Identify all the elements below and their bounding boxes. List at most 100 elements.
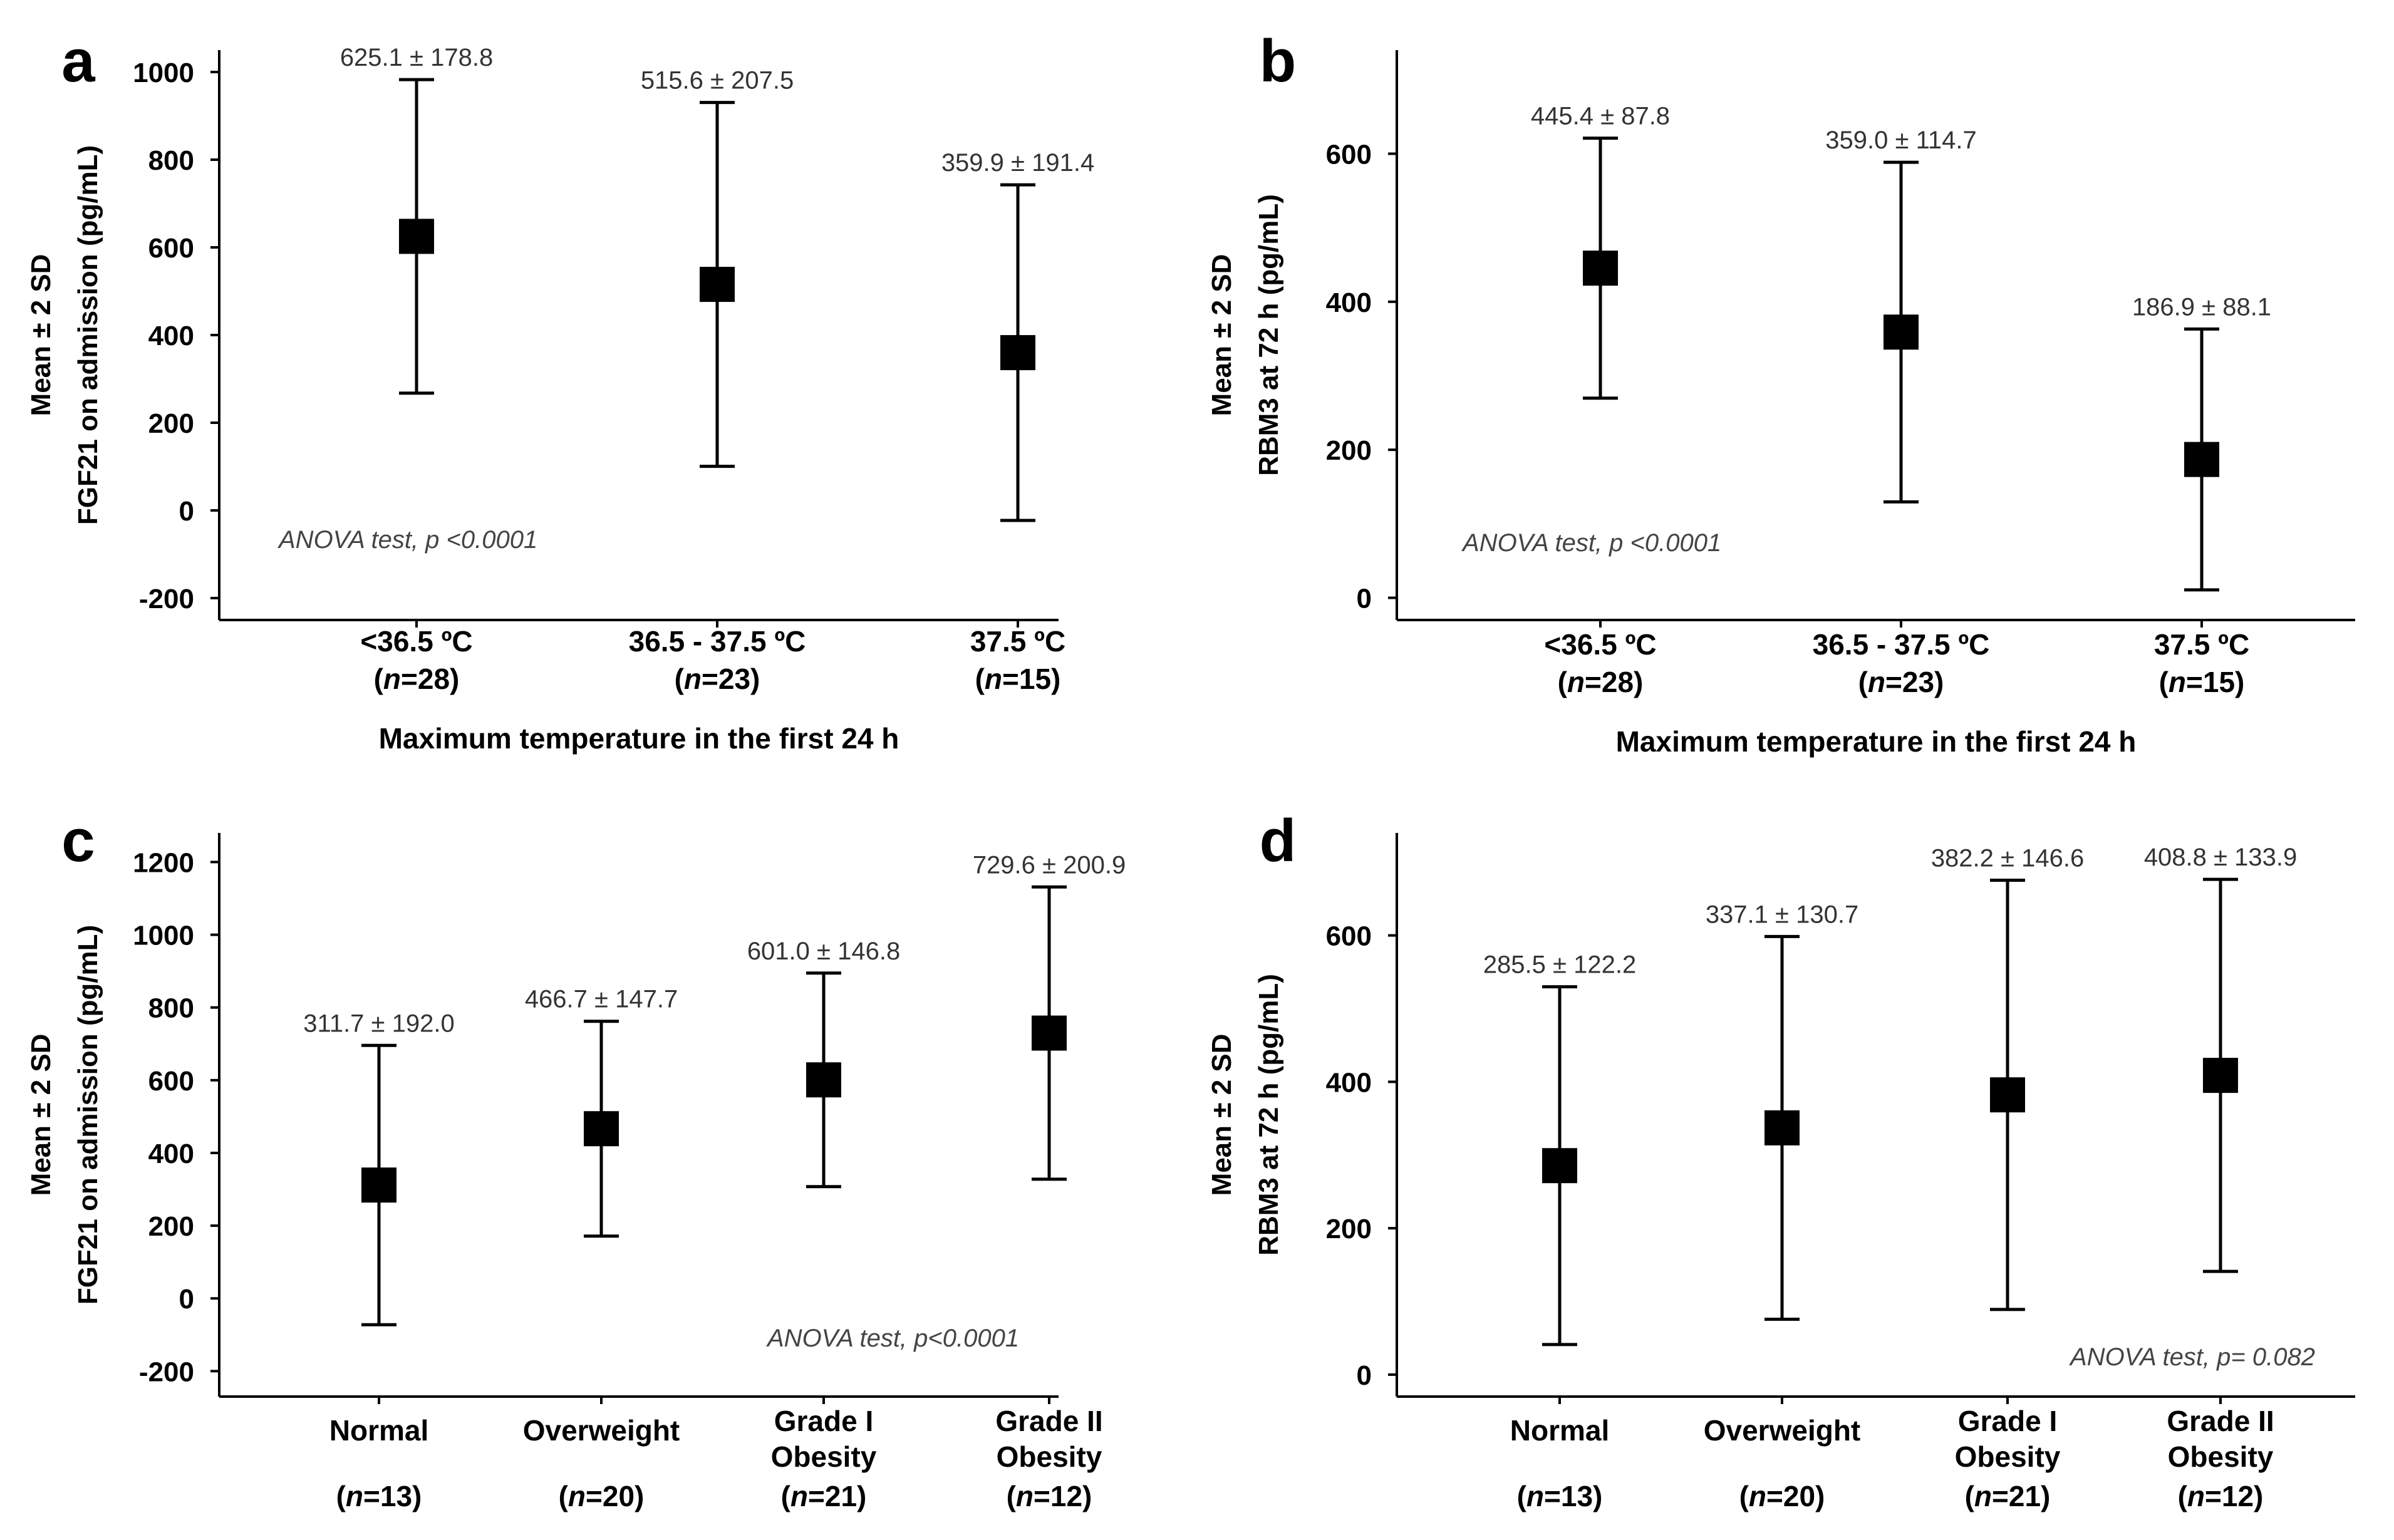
y-axis-label: Mean ± 2 SD bbox=[1206, 254, 1237, 416]
data-label: 186.9 ± 88.1 bbox=[2132, 293, 2271, 321]
mean-marker bbox=[1032, 1015, 1067, 1051]
mean-marker bbox=[700, 267, 735, 302]
y-tick-label: 800 bbox=[148, 993, 194, 1024]
x-category-label: 37.5 ºC bbox=[2154, 628, 2249, 661]
x-category-label: Grade II bbox=[2167, 1405, 2274, 1437]
panel-letter: d bbox=[1260, 807, 1297, 874]
data-label: 625.1 ± 178.8 bbox=[340, 44, 493, 71]
x-category-label: Normal bbox=[329, 1414, 428, 1447]
x-category-n: (n=21) bbox=[781, 1480, 867, 1512]
x-category-n: (n=20) bbox=[1739, 1480, 1825, 1512]
y-tick-label: 600 bbox=[148, 1066, 194, 1097]
mean-marker bbox=[806, 1062, 841, 1098]
x-category-n: (n=23) bbox=[1858, 666, 1944, 698]
x-category-label-line2: Obesity bbox=[2168, 1440, 2274, 1473]
panel-letter: a bbox=[61, 28, 95, 95]
mean-marker bbox=[584, 1111, 619, 1147]
y-tick-label: 600 bbox=[1326, 921, 1372, 952]
x-category-n: (n=28) bbox=[1558, 666, 1644, 698]
x-category-label: Overweight bbox=[1704, 1414, 1861, 1447]
y-tick-label: 400 bbox=[1326, 1067, 1372, 1098]
y-axis-label: RBM3 at 72 h (pg/mL) bbox=[1253, 974, 1284, 1256]
x-category-label: Grade I bbox=[1958, 1405, 2058, 1437]
mean-marker bbox=[361, 1167, 396, 1203]
data-label: 359.9 ± 191.4 bbox=[941, 149, 1094, 177]
y-tick-label: 0 bbox=[1357, 1360, 1372, 1391]
panel-c: c -200 0 200 400 600 800 1000 1200 Mean ± 2 SD FGF… bbox=[26, 807, 1126, 1512]
data-label: 408.8 ± 133.9 bbox=[2144, 844, 2297, 871]
y-tick-label: 200 bbox=[148, 1211, 194, 1242]
y-tick-label: 800 bbox=[148, 145, 194, 176]
x-axis-label: Maximum temperature in the first 24 h bbox=[1616, 725, 2137, 758]
x-category-label: <36.5 ºC bbox=[1544, 628, 1656, 661]
y-tick-label: 1200 bbox=[133, 847, 194, 878]
x-category-n: (n=13) bbox=[1517, 1480, 1603, 1512]
y-tick-label: 1000 bbox=[133, 921, 194, 951]
panel-d: d 0 200 400 600 Mean ± 2 SD RBM3 at 72 h (pg/m… bbox=[1206, 807, 2355, 1512]
mean-marker bbox=[1583, 251, 1618, 286]
y-tick-label: -200 bbox=[139, 1357, 194, 1387]
mean-marker bbox=[1764, 1110, 1800, 1145]
panel-a: a -200 0 200 400 600 800 1000 Mean ± 2 SD FGF21 o… bbox=[26, 28, 1094, 755]
anova-annotation: ANOVA test, p= 0.082 bbox=[2069, 1343, 2315, 1371]
mean-marker bbox=[1990, 1077, 2025, 1113]
y-tick-label: 1000 bbox=[133, 58, 194, 88]
y-axis-label: FGF21 on admission (pg/mL) bbox=[73, 145, 103, 525]
data-label: 515.6 ± 207.5 bbox=[641, 67, 794, 95]
anova-annotation: ANOVA test, p<0.0001 bbox=[766, 1325, 1019, 1352]
x-category-label: 36.5 - 37.5 ºC bbox=[629, 625, 806, 658]
x-category-label: Overweight bbox=[523, 1414, 680, 1447]
x-category-label: Normal bbox=[1510, 1414, 1609, 1447]
y-tick-label: 400 bbox=[148, 1139, 194, 1169]
x-category-label-line2: Obesity bbox=[1955, 1440, 2061, 1473]
x-category-n: (n=12) bbox=[1007, 1480, 1092, 1512]
panel-b: b 0 200 400 600 Mean ± 2 SD RBM3 at 72 h (pg/m… bbox=[1206, 28, 2355, 758]
x-category-n: (n=28) bbox=[374, 663, 460, 695]
x-category-n: (n=21) bbox=[1965, 1480, 2051, 1512]
x-category-n: (n=12) bbox=[2178, 1480, 2264, 1512]
mean-marker bbox=[399, 219, 434, 254]
mean-marker bbox=[1884, 314, 1919, 350]
y-tick-label: 400 bbox=[1326, 287, 1372, 318]
data-label: 382.2 ± 146.6 bbox=[1931, 845, 2084, 872]
mean-marker bbox=[1000, 335, 1035, 371]
y-tick-label: -200 bbox=[139, 584, 194, 614]
x-category-label: Grade I bbox=[774, 1405, 874, 1437]
y-axis-label: FGF21 on admission (pg/mL) bbox=[73, 925, 103, 1305]
mean-marker bbox=[2203, 1058, 2238, 1093]
anova-annotation: ANOVA test, p <0.0001 bbox=[277, 526, 537, 554]
data-label: 445.4 ± 87.8 bbox=[1531, 103, 1670, 130]
x-category-n: (n=15) bbox=[975, 663, 1061, 695]
mean-marker bbox=[1542, 1148, 1577, 1184]
x-category-label: <36.5 ºC bbox=[360, 625, 472, 658]
anova-annotation: ANOVA test, p <0.0001 bbox=[1461, 529, 1721, 557]
data-label: 359.0 ± 114.7 bbox=[1825, 127, 1976, 154]
y-tick-label: 0 bbox=[1357, 584, 1372, 614]
data-label: 729.6 ± 200.9 bbox=[973, 851, 1126, 879]
y-tick-label: 200 bbox=[1326, 435, 1372, 466]
x-category-n: (n=20) bbox=[559, 1480, 645, 1512]
data-label: 285.5 ± 122.2 bbox=[1483, 951, 1636, 979]
x-category-n: (n=15) bbox=[2159, 666, 2245, 698]
y-axis-label: RBM3 at 72 h (pg/mL) bbox=[1253, 194, 1284, 476]
y-axis-label: Mean ± 2 SD bbox=[1206, 1034, 1237, 1196]
y-tick-label: 0 bbox=[179, 496, 194, 527]
x-category-label: Grade II bbox=[995, 1405, 1102, 1437]
y-tick-label: 200 bbox=[148, 408, 194, 439]
x-category-label: 36.5 - 37.5 ºC bbox=[1813, 628, 1990, 661]
y-axis-label: Mean ± 2 SD bbox=[26, 254, 56, 416]
mean-marker bbox=[2184, 442, 2219, 477]
data-label: 466.7 ± 147.7 bbox=[525, 986, 678, 1013]
panel-letter: b bbox=[1260, 28, 1297, 95]
x-category-label-line2: Obesity bbox=[997, 1440, 1102, 1473]
x-category-label: 37.5 ºC bbox=[970, 625, 1065, 658]
y-tick-label: 400 bbox=[148, 321, 194, 351]
data-label: 337.1 ± 130.7 bbox=[1706, 901, 1858, 928]
x-category-n: (n=23) bbox=[675, 663, 760, 695]
data-label: 601.0 ± 146.8 bbox=[747, 938, 900, 965]
y-tick-label: 200 bbox=[1326, 1214, 1372, 1244]
panel-letter: c bbox=[61, 807, 95, 874]
y-axis-label: Mean ± 2 SD bbox=[26, 1034, 56, 1196]
y-tick-label: 0 bbox=[179, 1284, 194, 1315]
